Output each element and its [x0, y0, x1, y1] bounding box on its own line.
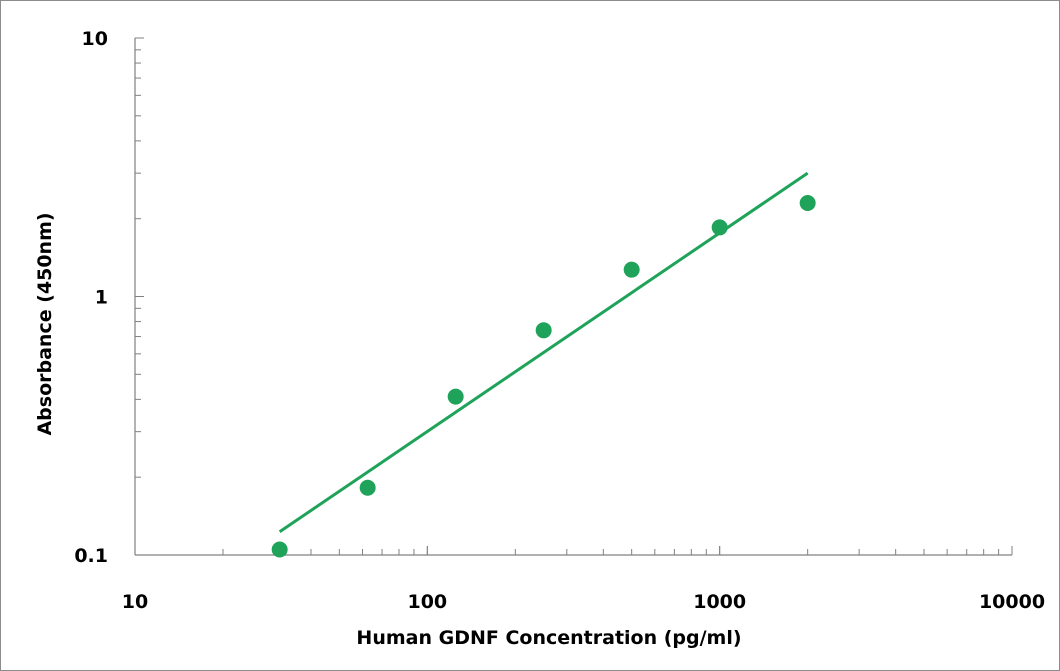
x-axis-ticks: 10 100 1000 10000	[122, 546, 1045, 613]
x-tick-label: 10000	[979, 591, 1045, 613]
fit-line	[278, 171, 809, 534]
data-point	[799, 194, 816, 211]
y-tick-label: 10	[82, 28, 108, 50]
data-point	[535, 322, 552, 339]
data-point	[447, 388, 464, 405]
data-point	[623, 261, 640, 278]
data-point	[271, 541, 288, 558]
x-axis-title: Human GDNF Concentration (pg/ml)	[356, 627, 741, 649]
y-tick-label: 1	[95, 287, 108, 309]
y-axis-title: Absorbance (450nm)	[34, 212, 56, 435]
x-tick-label: 1000	[693, 591, 746, 613]
x-tick-label: 100	[407, 591, 447, 613]
data-point	[711, 219, 728, 236]
data-point	[359, 479, 376, 496]
y-tick-label: 0.1	[74, 545, 108, 567]
fit-line-group	[278, 171, 809, 534]
axes	[134, 38, 1012, 556]
data-points	[271, 194, 816, 558]
x-tick-label: 10	[122, 591, 148, 613]
y-axis-ticks: 0.1 1 10	[74, 28, 144, 567]
